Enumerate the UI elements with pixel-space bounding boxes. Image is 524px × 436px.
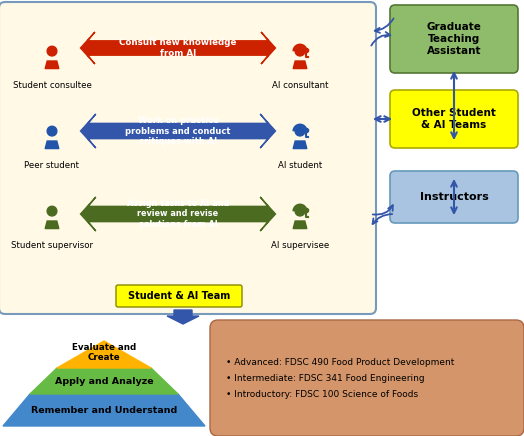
Text: Assign tasks to AI and
review and revise
solutions from AI: Assign tasks to AI and review and revise…	[127, 199, 229, 229]
Polygon shape	[45, 141, 59, 149]
Polygon shape	[81, 32, 276, 64]
Polygon shape	[81, 197, 276, 231]
Text: Peer student: Peer student	[25, 161, 80, 170]
Polygon shape	[293, 61, 307, 68]
Polygon shape	[3, 394, 205, 426]
Circle shape	[47, 126, 57, 136]
Text: Evaluate and
Create: Evaluate and Create	[72, 343, 136, 362]
Circle shape	[295, 46, 305, 56]
Text: Graduate
Teaching
Assistant: Graduate Teaching Assistant	[427, 22, 482, 56]
Circle shape	[47, 206, 57, 216]
Text: Instructors: Instructors	[420, 192, 488, 202]
Polygon shape	[81, 114, 276, 148]
FancyBboxPatch shape	[390, 5, 518, 73]
Text: Student supervisor: Student supervisor	[11, 241, 93, 250]
Polygon shape	[293, 221, 307, 228]
Circle shape	[295, 206, 305, 216]
Text: Student consultee: Student consultee	[13, 81, 91, 90]
Polygon shape	[30, 368, 178, 394]
Text: • Advanced: FDSC 490 Food Product Development
• Intermediate: FDSC 341 Food Engi: • Advanced: FDSC 490 Food Product Develo…	[226, 358, 454, 399]
Text: AI supervisee: AI supervisee	[271, 241, 329, 250]
FancyBboxPatch shape	[116, 285, 242, 307]
Text: Remember and Understand: Remember and Understand	[31, 405, 177, 415]
Polygon shape	[45, 221, 59, 228]
Circle shape	[295, 126, 305, 136]
FancyBboxPatch shape	[390, 171, 518, 223]
Polygon shape	[167, 310, 199, 324]
FancyBboxPatch shape	[210, 320, 524, 436]
Text: Consult new knowledge
from AI: Consult new knowledge from AI	[119, 38, 237, 58]
Text: AI consultant: AI consultant	[272, 81, 328, 90]
Circle shape	[47, 46, 57, 56]
Text: Work on practice
problems and conduct
critiques with AI: Work on practice problems and conduct cr…	[125, 116, 231, 146]
FancyBboxPatch shape	[0, 2, 376, 314]
Polygon shape	[293, 141, 307, 149]
Text: Student & AI Team: Student & AI Team	[128, 291, 230, 301]
FancyBboxPatch shape	[390, 90, 518, 148]
Text: Apply and Analyze: Apply and Analyze	[54, 377, 154, 385]
Polygon shape	[57, 341, 151, 368]
Text: AI student: AI student	[278, 161, 322, 170]
Text: Other Student
& AI Teams: Other Student & AI Teams	[412, 108, 496, 130]
Polygon shape	[45, 61, 59, 68]
